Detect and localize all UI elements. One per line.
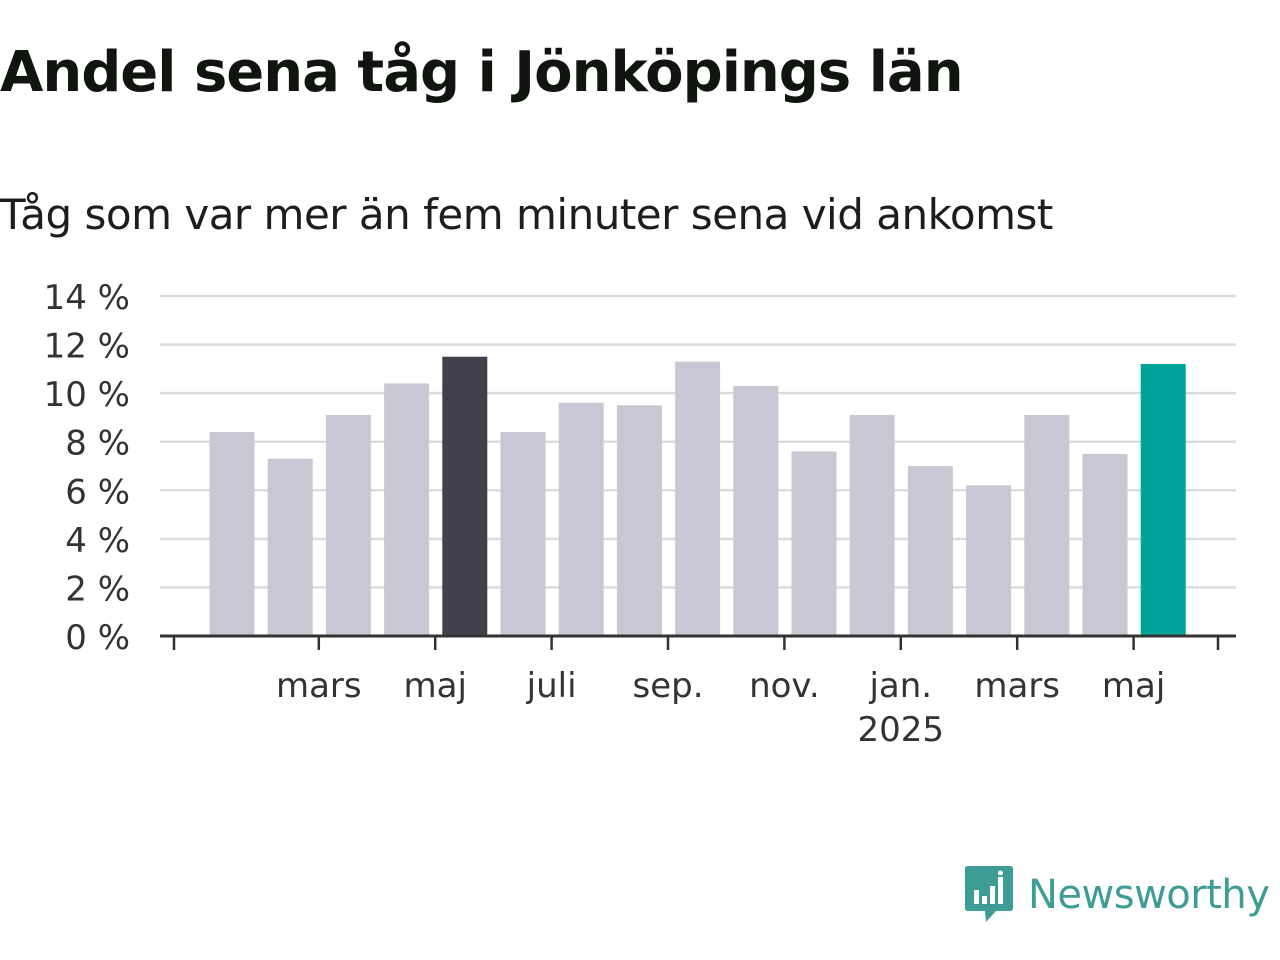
bar-chart: 0 % 2 % 4 % 6 % 8 % 10 % 12 % 14 % mars maj juli s… — [44, 278, 1236, 750]
x-tick-label: mars — [276, 666, 362, 706]
y-tick-label: 12 % — [44, 327, 130, 367]
newsworthy-chart-icon — [965, 866, 1013, 922]
x-tick-label: juli — [526, 666, 577, 706]
x-tick-label: jan. — [868, 666, 932, 706]
bar — [1024, 415, 1070, 636]
x-tick-year-label: 2025 — [858, 710, 945, 750]
bar — [325, 415, 371, 636]
bar — [849, 415, 895, 636]
y-tick-label: 4 % — [65, 521, 130, 561]
x-tick-label: maj — [403, 666, 466, 706]
x-tick-label: sep. — [632, 666, 703, 706]
bar — [558, 402, 604, 636]
x-axis: mars maj juli sep. nov. jan.2025 mars maj — [160, 634, 1236, 750]
chart-subtitle: Tåg som var mer än fem minuter sena vid … — [0, 190, 1053, 239]
bars — [209, 356, 1186, 636]
bar — [907, 466, 953, 636]
y-tick-label: 10 % — [44, 375, 130, 415]
bar — [500, 432, 546, 636]
bar — [267, 458, 313, 636]
bar — [1140, 364, 1186, 636]
logo-text: Newsworthy — [1028, 872, 1270, 918]
chart-title: Andel sena tåg i Jönköpings län — [0, 40, 964, 105]
bar — [791, 451, 837, 636]
y-tick-label: 2 % — [65, 569, 130, 609]
bar — [616, 405, 662, 636]
bar — [209, 432, 255, 636]
bar — [675, 361, 721, 636]
bar — [1082, 453, 1128, 636]
x-tick-label: maj — [1102, 666, 1165, 706]
bar — [384, 383, 430, 636]
y-tick-label: 6 % — [65, 472, 130, 512]
y-tick-label: 14 % — [44, 278, 130, 318]
y-tick-label: 8 % — [65, 424, 130, 464]
x-tick-label: mars — [974, 666, 1060, 706]
bar — [966, 485, 1012, 636]
x-tick-label: nov. — [749, 666, 820, 706]
y-axis-tick-labels: 0 % 2 % 4 % 6 % 8 % 10 % 12 % 14 % — [44, 278, 130, 658]
bar — [442, 356, 488, 636]
newsworthy-logo: Newsworthy — [964, 864, 1270, 926]
y-tick-label: 0 % — [65, 618, 130, 658]
bar — [733, 385, 779, 636]
